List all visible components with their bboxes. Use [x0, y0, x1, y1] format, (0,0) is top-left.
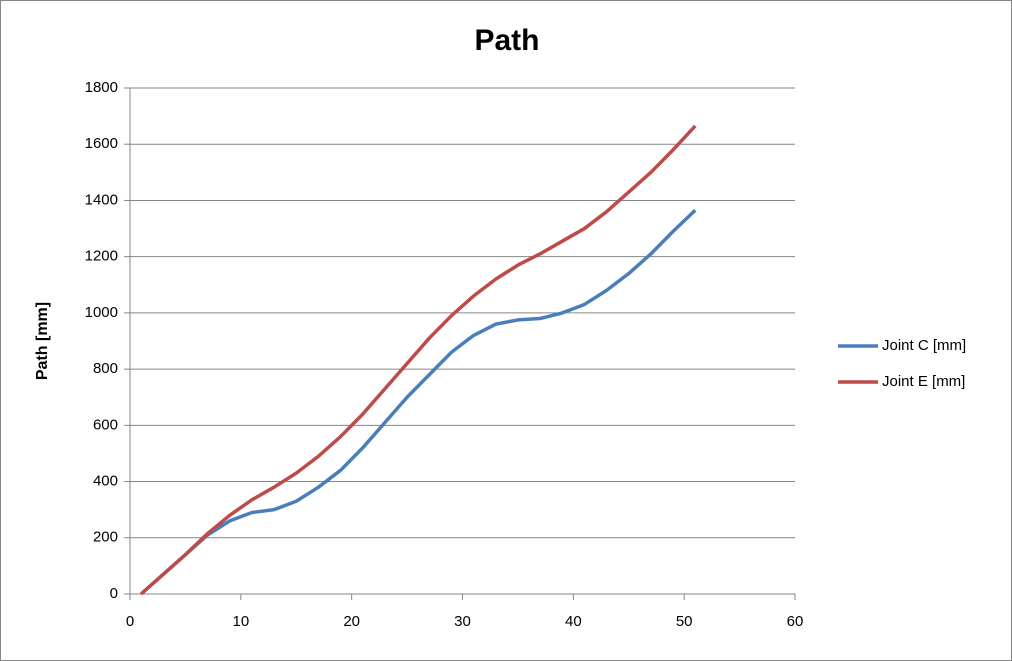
- x-tick-label: 60: [787, 613, 804, 630]
- y-tick-label: 1200: [85, 248, 118, 265]
- x-tick-label: 20: [343, 613, 360, 630]
- legend-label: Joint E [mm]: [882, 373, 965, 390]
- y-tick-label: 1800: [85, 79, 118, 96]
- y-tick-label: 800: [93, 360, 118, 377]
- chart-title: Path: [474, 24, 539, 57]
- legend-label: Joint C [mm]: [882, 337, 966, 354]
- y-tick-label: 1400: [85, 191, 118, 208]
- x-tick-label: 40: [565, 613, 582, 630]
- y-axis-label: Path [mm]: [34, 302, 51, 380]
- y-tick-label: 1000: [85, 304, 118, 321]
- y-tick-label: 600: [93, 416, 118, 433]
- x-tick-label: 30: [454, 613, 471, 630]
- x-tick-label: 50: [676, 613, 693, 630]
- x-tick-label: 10: [232, 613, 249, 630]
- data-line: [139, 124, 697, 596]
- y-tick-label: 0: [110, 585, 118, 602]
- data-line: [139, 209, 697, 596]
- y-tick-label: 200: [93, 529, 118, 546]
- x-tick-label: 0: [126, 613, 134, 630]
- y-tick-label: 1600: [85, 135, 118, 152]
- y-tick-label: 400: [93, 473, 118, 490]
